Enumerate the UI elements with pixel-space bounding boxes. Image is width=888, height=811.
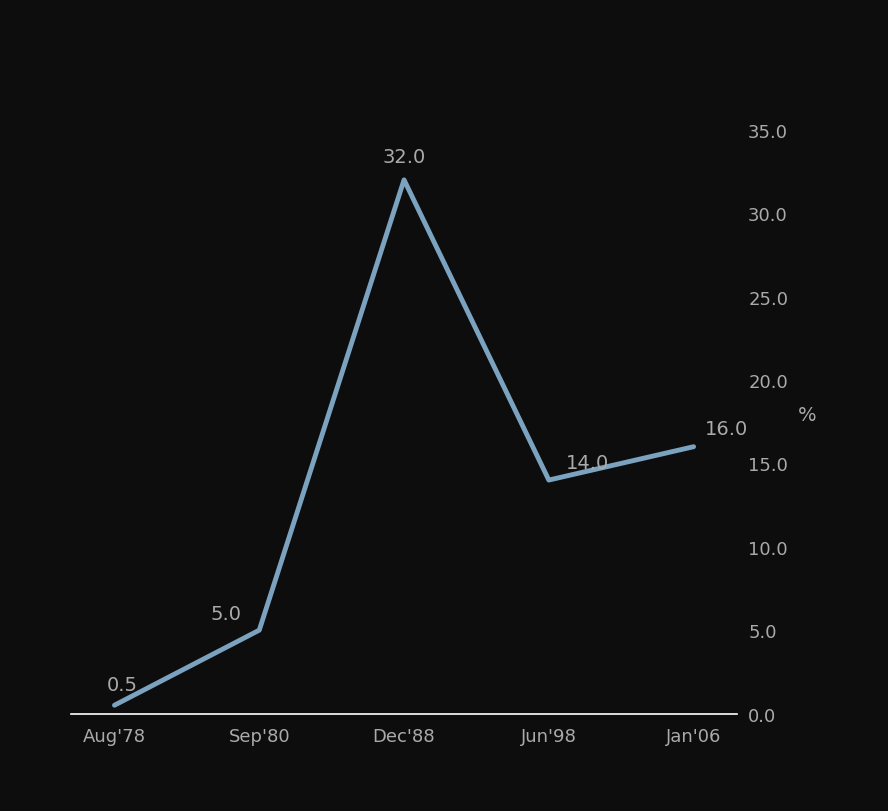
Text: 0.5: 0.5: [107, 675, 139, 693]
Text: 16.0: 16.0: [705, 420, 749, 439]
Text: 5.0: 5.0: [210, 605, 242, 624]
Text: 14.0: 14.0: [567, 453, 609, 472]
Y-axis label: %: %: [798, 406, 817, 424]
Text: 32.0: 32.0: [383, 148, 425, 167]
